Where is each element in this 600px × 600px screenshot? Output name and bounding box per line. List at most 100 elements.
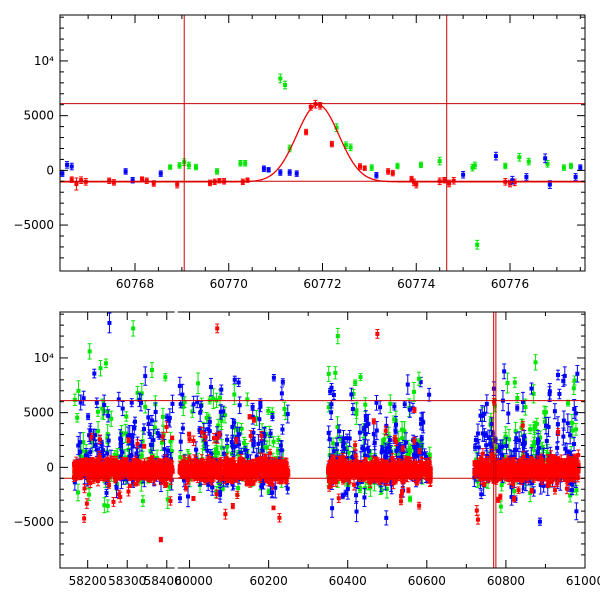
blue-point bbox=[378, 400, 383, 415]
green-point bbox=[333, 366, 338, 380]
red-point bbox=[358, 163, 362, 170]
blue-point bbox=[271, 373, 276, 382]
data-marker bbox=[411, 389, 416, 394]
blue-point bbox=[120, 401, 125, 417]
data-marker bbox=[218, 409, 223, 414]
data-marker bbox=[282, 406, 287, 411]
data-marker bbox=[69, 164, 74, 169]
data-marker bbox=[354, 509, 359, 514]
data-marker bbox=[170, 401, 175, 406]
data-marker bbox=[340, 493, 345, 498]
blue-point bbox=[170, 394, 175, 414]
data-marker bbox=[219, 387, 224, 392]
data-marker bbox=[78, 440, 83, 445]
green-point bbox=[163, 373, 168, 382]
data-marker bbox=[158, 171, 163, 176]
red-point bbox=[144, 177, 149, 184]
green-point bbox=[353, 379, 358, 387]
green-point bbox=[271, 436, 276, 448]
data-marker bbox=[334, 450, 339, 455]
data-marker bbox=[78, 400, 83, 405]
data-marker bbox=[146, 415, 151, 420]
data-marker bbox=[225, 437, 230, 442]
data-marker bbox=[197, 428, 202, 433]
data-marker bbox=[232, 420, 237, 425]
data-marker bbox=[574, 488, 579, 493]
data-marker bbox=[242, 440, 247, 445]
data-marker bbox=[254, 415, 259, 420]
data-marker bbox=[513, 429, 518, 434]
data-marker bbox=[232, 392, 237, 397]
blue-point bbox=[195, 395, 200, 409]
data-marker bbox=[276, 448, 281, 453]
blue-point bbox=[287, 169, 292, 176]
blue-point bbox=[473, 443, 478, 451]
green-point bbox=[186, 161, 191, 170]
data-marker bbox=[198, 410, 203, 415]
data-marker bbox=[532, 424, 537, 429]
data-marker bbox=[250, 414, 255, 419]
data-marker bbox=[132, 426, 137, 431]
data-marker bbox=[131, 479, 136, 484]
data-marker bbox=[491, 438, 496, 443]
data-marker bbox=[130, 435, 135, 440]
blue-point bbox=[529, 382, 534, 395]
data-marker bbox=[313, 102, 318, 107]
data-marker bbox=[139, 443, 144, 448]
blue-point bbox=[116, 391, 121, 407]
data-marker bbox=[254, 454, 259, 459]
green-point bbox=[573, 423, 578, 436]
data-marker bbox=[534, 421, 539, 426]
data-marker bbox=[384, 486, 389, 491]
data-marker bbox=[116, 397, 121, 402]
data-marker bbox=[178, 402, 183, 407]
blue-point bbox=[178, 432, 183, 452]
data-marker bbox=[411, 455, 416, 460]
data-marker bbox=[573, 427, 578, 432]
blue-point bbox=[419, 434, 424, 442]
data-marker bbox=[151, 181, 156, 186]
data-marker bbox=[250, 404, 255, 409]
blue-point bbox=[270, 412, 275, 422]
data-marker bbox=[573, 411, 578, 416]
red-point bbox=[140, 176, 145, 182]
data-marker bbox=[162, 447, 167, 452]
data-marker bbox=[357, 430, 362, 435]
data-marker bbox=[201, 438, 206, 443]
data-marker bbox=[130, 444, 135, 449]
data-marker bbox=[69, 177, 74, 182]
green-point bbox=[418, 161, 423, 169]
data-marker bbox=[335, 424, 340, 429]
data-marker bbox=[148, 449, 153, 454]
data-marker bbox=[506, 411, 511, 416]
green-point bbox=[531, 384, 536, 404]
data-marker bbox=[400, 436, 405, 441]
data-marker bbox=[75, 490, 80, 495]
data-marker bbox=[417, 440, 422, 445]
data-marker bbox=[245, 178, 250, 183]
data-marker bbox=[474, 457, 479, 462]
green-point bbox=[266, 406, 271, 415]
data-marker bbox=[153, 409, 158, 414]
data-marker bbox=[267, 433, 272, 438]
data-marker bbox=[230, 443, 235, 448]
blue-point bbox=[129, 398, 134, 408]
data-marker bbox=[266, 167, 271, 172]
data-marker bbox=[147, 432, 152, 437]
data-marker bbox=[365, 446, 370, 451]
data-marker bbox=[102, 503, 107, 508]
green-point bbox=[517, 152, 522, 162]
blue-point bbox=[250, 402, 255, 411]
data-marker bbox=[571, 386, 576, 391]
data-marker bbox=[329, 142, 334, 147]
data-marker bbox=[149, 442, 154, 447]
data-marker bbox=[285, 486, 290, 491]
data-marker bbox=[139, 453, 144, 458]
data-marker bbox=[555, 422, 560, 427]
data-marker bbox=[181, 478, 186, 483]
blue-point bbox=[502, 363, 507, 380]
data-marker bbox=[409, 177, 414, 182]
data-marker bbox=[90, 439, 95, 444]
axis-frame bbox=[59, 14, 586, 272]
blue-point bbox=[506, 402, 511, 425]
